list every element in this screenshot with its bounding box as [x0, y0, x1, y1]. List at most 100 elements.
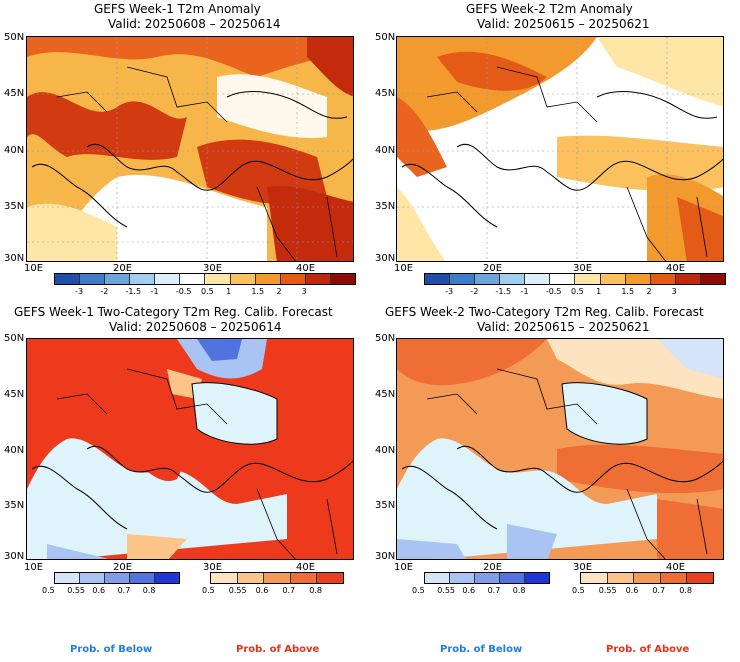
lat-label: 30N [375, 253, 396, 264]
prob-below-label: Prob. of Below [70, 644, 153, 655]
lat-label: 35N [375, 201, 396, 212]
colorbar-swatch [475, 573, 500, 583]
colorbar-swatch [280, 274, 306, 284]
above-colorbar-ticks: 0.5 0.55 0.6 0.7 0.8 [202, 586, 340, 596]
above-colorbar [210, 572, 344, 584]
colorbar-tick-label: 0.7 [282, 586, 296, 595]
lon-label: 20E [483, 263, 503, 274]
prob-below-label: Prob. of Below [440, 644, 523, 655]
colorbar-tick-label: 0.55 [437, 586, 455, 595]
above-colorbar-ticks: 0.5 0.55 0.6 0.7 0.8 [572, 586, 710, 596]
anomaly-colorbar-ticks: -3 -2 -1.5 -1 -0.5 0.5 1 1.5 2 3 [54, 287, 356, 297]
colorbar-swatch [330, 274, 355, 284]
lon-label: 30E [573, 562, 593, 573]
above-colorbar [580, 572, 714, 584]
colorbar-tick-label: 1 [226, 287, 232, 296]
lat-label: 35N [375, 500, 396, 511]
panel-title: GEFS Week-1 Two-Category T2m Reg. Calib.… [14, 305, 333, 319]
colorbar-tick-label: 0.6 [462, 586, 476, 595]
colorbar-swatch [290, 573, 318, 583]
lat-label: 30N [375, 551, 396, 562]
lon-label: 40E [666, 263, 686, 274]
colorbar-swatch [607, 573, 635, 583]
colorbar-tick-label: -1.5 [495, 287, 512, 296]
lat-label: 50N [4, 333, 25, 344]
colorbar-tick-label: 0.55 [67, 586, 85, 595]
colorbar-swatch [105, 573, 130, 583]
anomaly-map-week1 [26, 36, 354, 262]
colorbar-swatch [500, 274, 526, 284]
colorbar-swatch [105, 274, 131, 284]
lat-label: 50N [375, 333, 396, 344]
colorbar-tick-label: 0.5 [571, 287, 584, 296]
colorbar-swatch [450, 573, 475, 583]
colorbar-tick-label: 0.8 [309, 586, 322, 595]
colorbar-swatch [55, 573, 80, 583]
colorbar-tick-label: -1.5 [125, 287, 142, 296]
anomaly-colorbar-ticks: -3 -2 -1.5 -1 -0.5 0.5 1 1.5 2 3 [424, 287, 726, 297]
colorbar-swatch [500, 573, 525, 583]
colorbar-tick-label: 0.5 [202, 586, 215, 595]
below-colorbar-ticks: 0.5 0.55 0.6 0.7 0.8 [42, 586, 172, 596]
below-colorbar-ticks: 0.5 0.55 0.6 0.7 0.8 [412, 586, 542, 596]
colorbar-swatch [130, 573, 155, 583]
lat-label: 40N [4, 445, 25, 456]
colorbar-tick-label: -3 [445, 287, 454, 296]
lat-label: 45N [4, 88, 25, 99]
anomaly-colorbar [424, 273, 726, 285]
colorbar-swatch [425, 274, 451, 284]
colorbar-swatch [634, 573, 661, 583]
lat-label: 45N [4, 389, 25, 400]
lat-label: 30N [4, 253, 25, 264]
colorbar-swatch [475, 274, 501, 284]
colorbar-swatch [80, 274, 106, 284]
colorbar-swatch [600, 274, 626, 284]
colorbar-tick-label: 1.5 [251, 287, 265, 296]
colorbar-tick-label: 3 [671, 287, 677, 296]
lat-label: 40N [4, 145, 25, 156]
colorbar-swatch [55, 274, 81, 284]
panel-valid: Valid: 20250608 – 20250614 [108, 17, 281, 31]
lon-label: 30E [203, 263, 223, 274]
colorbar-tick-label: 0.6 [255, 586, 269, 595]
anomaly-colorbar [54, 273, 356, 285]
colorbar-tick-label: 1 [596, 287, 602, 296]
colorbar-swatch [230, 274, 256, 284]
colorbar-swatch [550, 274, 576, 284]
colorbar-tick-label: 0.55 [598, 586, 617, 595]
lat-label: 35N [4, 201, 25, 212]
colorbar-swatch [305, 274, 331, 284]
colorbar-tick-label: 3 [301, 287, 307, 296]
colorbar-swatch [211, 573, 238, 583]
colorbar-tick-label: 2 [276, 287, 282, 296]
panel-title: GEFS Week-2 Two-Category T2m Reg. Calib.… [385, 305, 704, 319]
colorbar-tick-label: 1.5 [621, 287, 635, 296]
colorbar-swatch [525, 274, 551, 284]
colorbar-tick-label: 2 [646, 287, 652, 296]
lat-label: 30N [4, 551, 25, 562]
prob-above-label: Prob. of Above [236, 644, 320, 655]
lat-label: 50N [4, 32, 25, 43]
colorbar-tick-label: 0.7 [487, 586, 501, 595]
probability-map-week2 [396, 338, 724, 560]
colorbar-swatch [625, 274, 651, 284]
colorbar-tick-label: 0.6 [625, 586, 639, 595]
colorbar-tick-label: 0.7 [652, 586, 666, 595]
colorbar-tick-label: 0.5 [42, 586, 55, 595]
lon-label: 10E [394, 562, 414, 573]
colorbar-swatch [687, 573, 713, 583]
colorbar-tick-label: 0.8 [512, 586, 526, 595]
colorbar-swatch [264, 573, 291, 583]
lon-label: 30E [573, 263, 593, 274]
colorbar-tick-label: -2 [100, 287, 109, 296]
colorbar-swatch [450, 274, 476, 284]
prob-above-label: Prob. of Above [606, 644, 690, 655]
colorbar-tick-label: 0.5 [201, 287, 214, 296]
lon-label: 40E [296, 562, 316, 573]
panel-valid: Valid: 20250615 – 20250621 [477, 320, 650, 334]
colorbar-tick-label: 0.5 [412, 586, 425, 595]
lon-label: 20E [113, 562, 133, 573]
colorbar-swatch [317, 573, 343, 583]
colorbar-swatch [155, 573, 179, 583]
lat-label: 45N [375, 389, 396, 400]
